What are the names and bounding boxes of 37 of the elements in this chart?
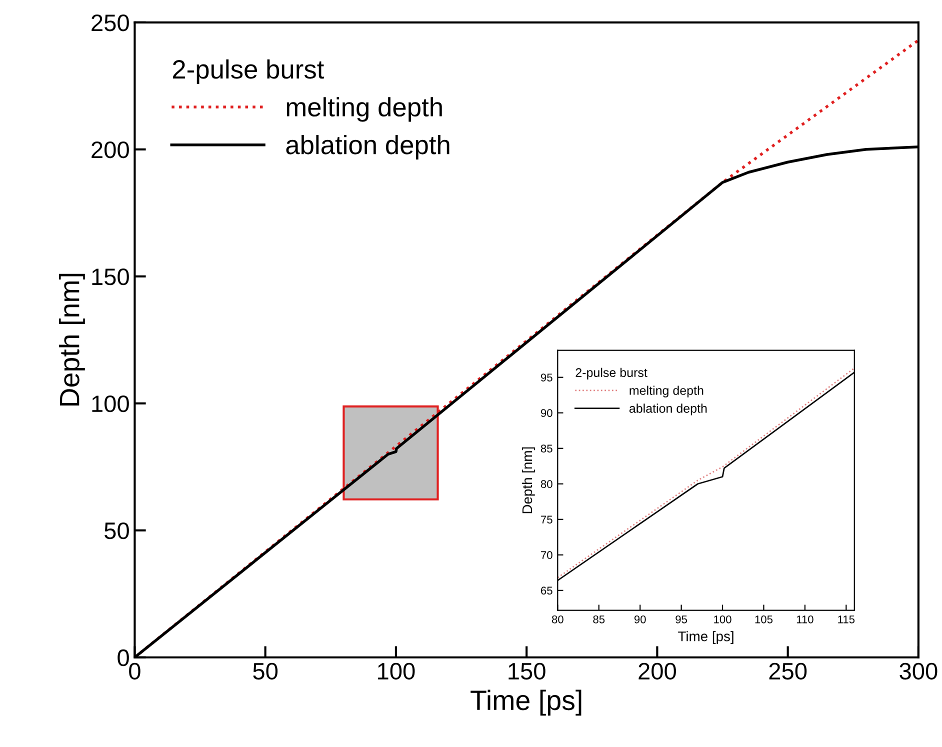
y-tick-label: 50 [104, 522, 129, 540]
x-tick-label: 100 [378, 662, 415, 680]
y-axis-title: Depth [nm] [59, 274, 85, 406]
legend-label: ablation depth [286, 134, 450, 160]
y-tick-label: 80 [540, 480, 552, 488]
y-axis-title: Depth [nm] [522, 447, 535, 514]
y-tick-label: 75 [541, 516, 552, 524]
y-tick-label: 200 [92, 141, 129, 158]
y-tick-label: 65 [541, 586, 552, 595]
x-tick-label: 250 [769, 662, 807, 680]
legend-label: ablation depth [629, 404, 707, 416]
legend-title: 2-pulse burst [576, 368, 648, 380]
x-tick-label: 90 [634, 615, 646, 624]
y-tick-label: 95 [540, 374, 552, 382]
x-tick-label: 110 [796, 615, 814, 624]
x-tick-label: 0 [129, 662, 140, 680]
x-tick-label: 80 [552, 615, 564, 624]
x-tick-label: 85 [593, 615, 605, 624]
legend-label: melting depth [286, 97, 442, 122]
y-tick-label: 70 [541, 551, 552, 560]
y-tick-label: 90 [540, 409, 552, 417]
y-tick-label: 250 [92, 14, 129, 32]
x-axis-title: Time [ps] [470, 690, 582, 716]
x-tick-label: 95 [676, 615, 688, 624]
x-tick-label: 105 [755, 615, 773, 624]
legend-label: melting depth [630, 386, 704, 398]
x-tick-label: 300 [900, 662, 938, 680]
x-tick-label: 100 [714, 615, 732, 624]
x-axis-title: Time [ps] [678, 631, 734, 644]
x-tick-label: 200 [638, 662, 676, 680]
y-tick-label: 100 [92, 395, 129, 412]
legend-title: 2-pulse burst [172, 59, 324, 84]
y-tick-label: 150 [92, 268, 129, 286]
x-tick-label: 115 [838, 616, 855, 624]
y-tick-label: 0 [118, 649, 129, 666]
y-tick-label: 85 [540, 444, 552, 452]
x-tick-label: 50 [253, 662, 278, 680]
